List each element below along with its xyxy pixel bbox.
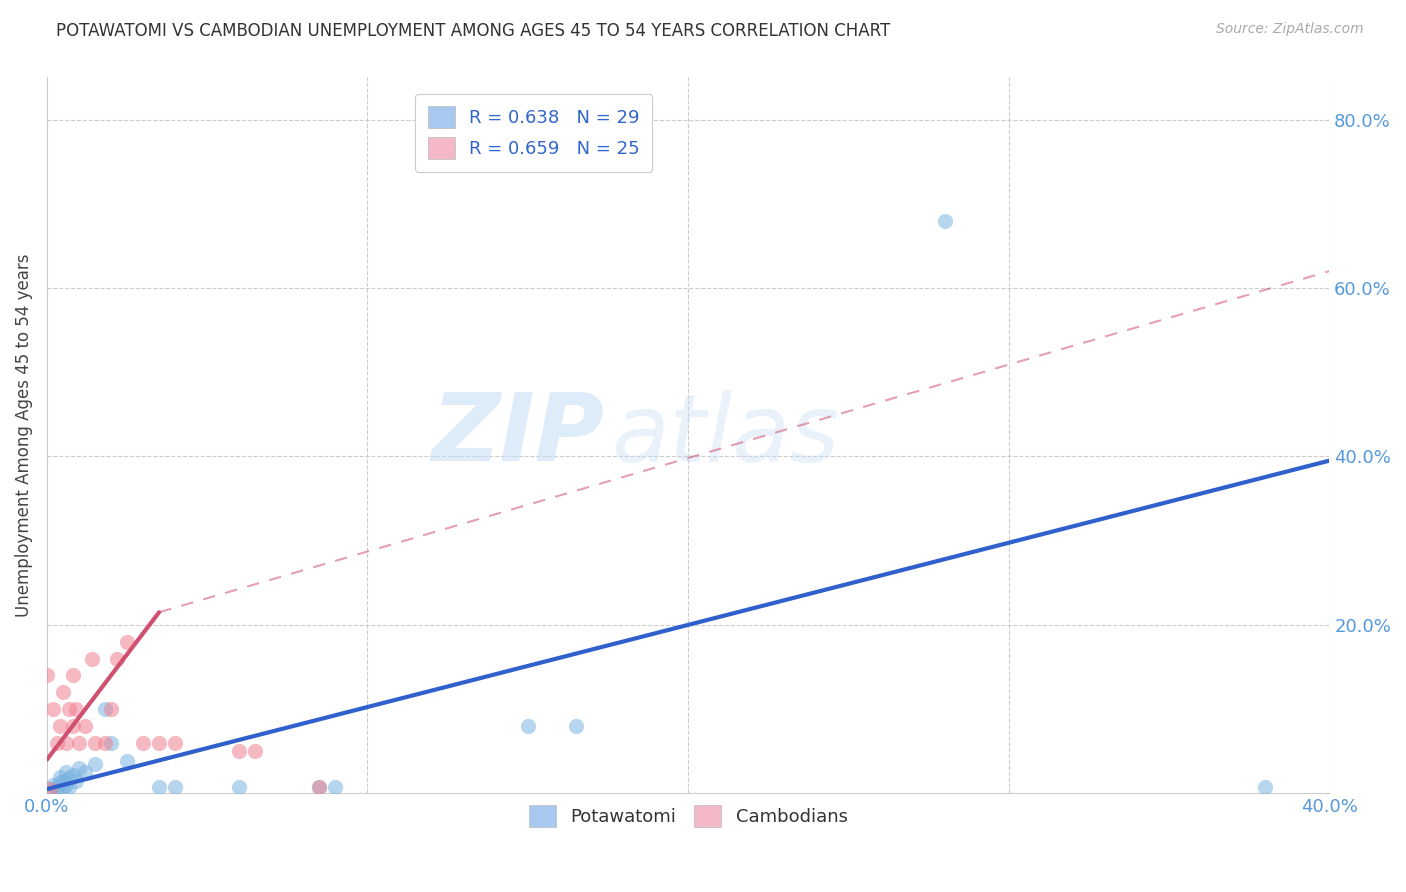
Point [65,773,87,788]
Point [65,702,87,716]
Point [308,780,330,794]
Point [48,770,70,784]
Point [565,719,588,733]
Point [62,768,84,782]
Point [67,736,90,750]
Point [93,702,115,716]
Legend: Potawatomi, Cambodians: Potawatomi, Cambodians [522,798,855,834]
Point [80,651,103,665]
Point [100,736,122,750]
Point [48,776,70,790]
Point [45,736,67,750]
Point [52,685,75,699]
Point [308,780,330,794]
Point [165,780,187,794]
Point [325,780,347,794]
Text: atlas: atlas [612,390,839,481]
Point [55,778,77,792]
Point [52,780,75,794]
Point [84,756,107,771]
Point [35,668,58,682]
Point [48,719,70,733]
Point [516,719,538,733]
Point [228,744,250,758]
Point [39,782,62,797]
Point [58,702,80,716]
Point [58,771,80,785]
Point [45,780,67,794]
Point [100,702,122,716]
Point [107,651,129,665]
Point [42,702,65,716]
Point [93,736,115,750]
Point [39,782,62,797]
Point [84,736,107,750]
Y-axis label: Unemployment Among Ages 45 to 54 years: Unemployment Among Ages 45 to 54 years [15,253,32,617]
Point [115,755,138,769]
Point [148,736,170,750]
Point [55,765,77,780]
Point [62,719,84,733]
Point [62,668,84,682]
Point [132,736,155,750]
Point [52,773,75,788]
Point [934,213,956,227]
Point [245,744,267,758]
Point [45,782,67,797]
Point [55,736,77,750]
Point [115,634,138,648]
Point [148,780,170,794]
Point [75,719,97,733]
Point [75,765,97,780]
Text: Source: ZipAtlas.com: Source: ZipAtlas.com [1216,22,1364,37]
Point [228,780,250,794]
Text: POTAWATOMI VS CAMBODIAN UNEMPLOYMENT AMONG AGES 45 TO 54 YEARS CORRELATION CHART: POTAWATOMI VS CAMBODIAN UNEMPLOYMENT AMO… [56,22,890,40]
Point [1254,780,1277,794]
Text: ZIP: ZIP [432,390,605,482]
Point [165,736,187,750]
Point [42,778,65,792]
Point [67,761,90,775]
Point [58,780,80,794]
